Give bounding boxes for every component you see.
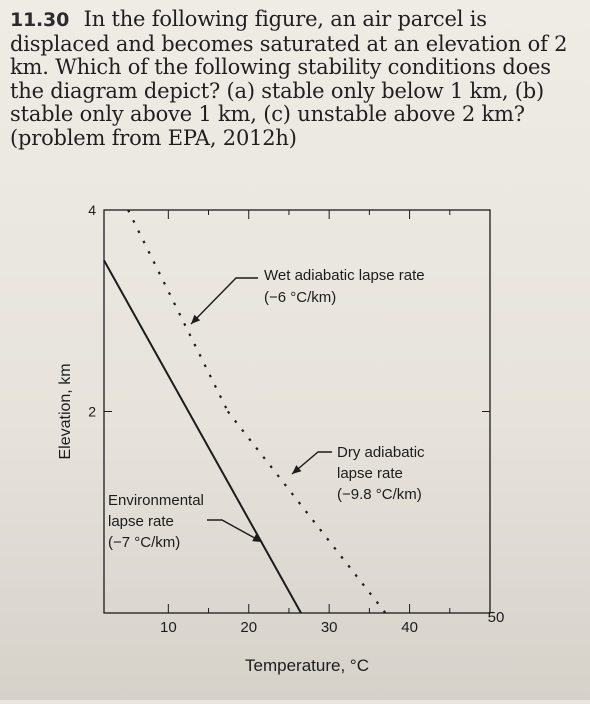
wet-arrow [190,277,258,325]
x-axis-label: Temperature, °C [245,656,369,675]
problem-text: In the following figure, an air parcel i… [10,7,568,150]
environmental-label: Environmental [108,492,204,509]
x-tick-label: 40 [401,619,418,636]
x-tick-label: 30 [321,619,338,636]
environmental-label: lapse rate [108,513,174,530]
problem-statement: 11.30 In the following figure, an air pa… [10,7,580,150]
series-lines [103,209,387,614]
y-axis-label: Elevation, km [57,363,74,459]
problem-number: 11.30 [10,9,70,31]
dry-arrow [291,451,332,475]
lapse-rate-figure: 10 20 30 40 50 4 2 Wet adiabatic lapse rate (−6… [0,190,590,700]
dry-adiabatic-label: (−9.8 °C/km) [337,486,422,503]
environmental-arrow-head [252,534,262,542]
x-tick-label: 10 [160,619,177,636]
environmental-lapse-line [103,259,302,614]
wet-adiabatic-label: (−6 °C/km) [264,289,336,306]
dry-adiabatic-label: Dry adiabatic [337,444,425,461]
lapse-rate-chart: 10 20 30 40 50 4 2 Wet adiabatic lapse rate (−6… [57,202,504,675]
environmental-label: (−7 °C/km) [108,534,180,551]
dry-adiabatic-line [226,410,387,614]
wet-adiabatic-line [127,209,229,412]
wet-adiabatic-label: Wet adiabatic lapse rate [264,267,425,284]
x-tick-label: 50 [488,609,505,626]
axis-ticks: 10 20 30 40 50 4 2 [88,202,504,636]
dry-adiabatic-label: lapse rate [337,465,403,482]
annotations: Wet adiabatic lapse rate (−6 °C/km) Dry ad… [108,267,425,551]
y-tick-label: 2 [88,404,96,420]
y-tick-label: 4 [88,202,96,218]
dry-arrow-head [292,465,302,474]
axis-labels: Temperature, °C Elevation, km [57,363,369,675]
wet-arrow-head [191,314,201,324]
x-tick-label: 20 [240,619,257,636]
environmental-arrow [207,519,263,543]
